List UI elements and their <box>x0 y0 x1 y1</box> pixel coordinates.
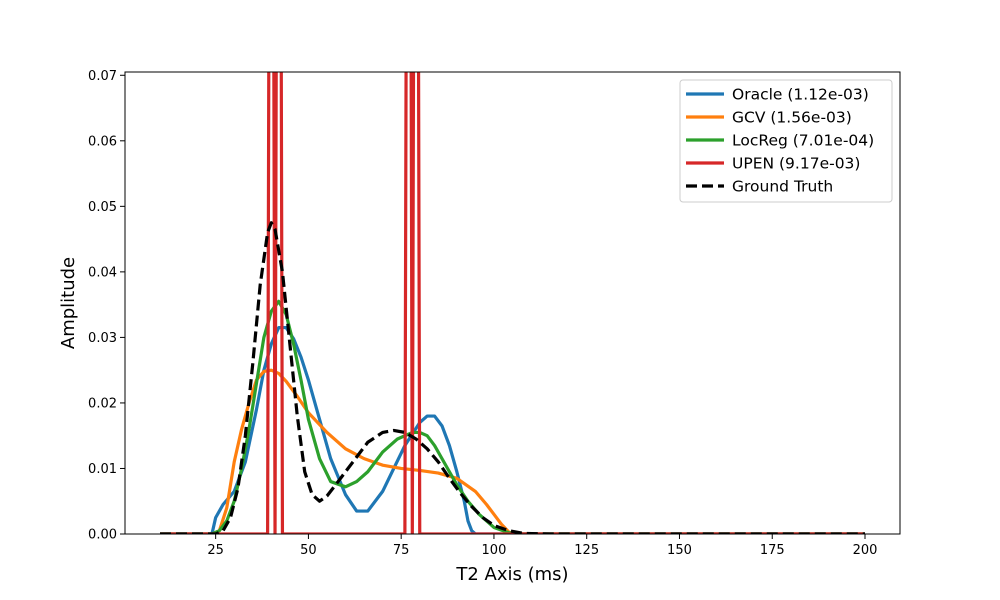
x-tick-label: 50 <box>300 543 317 558</box>
y-tick-label: 0.06 <box>88 134 117 149</box>
y-axis-ticks: 0.00 0.01 0.02 0.03 0.04 0.05 0.06 0.07 <box>88 69 125 543</box>
legend-box <box>679 79 893 203</box>
series-line-2 <box>160 299 865 534</box>
y-tick-label: 0.02 <box>88 396 117 411</box>
series-line-0 <box>160 325 865 534</box>
y-axis-title: Amplitude <box>58 257 79 349</box>
x-tick-label: 150 <box>667 543 692 558</box>
x-tick-label: 75 <box>393 543 410 558</box>
series-layer <box>160 72 865 534</box>
y-tick-label: 0.00 <box>88 528 117 543</box>
y-tick-label: 0.01 <box>88 462 117 477</box>
legend-label-2: LocReg (7.01e-04) <box>732 132 874 150</box>
x-tick-label: 175 <box>760 543 785 558</box>
x-tick-label: 200 <box>853 543 878 558</box>
y-tick-label: 0.07 <box>88 69 117 84</box>
legend-label-1: GCV (1.56e-03) <box>732 109 852 127</box>
x-axis-ticks: 25 50 75 100 125 150 175 200 <box>207 534 877 558</box>
series-line-1 <box>160 368 865 534</box>
x-tick-label: 100 <box>482 543 507 558</box>
legend-label-3: UPEN (9.17e-03) <box>732 155 860 173</box>
series-line-4 <box>160 221 865 534</box>
y-tick-label: 0.05 <box>88 200 117 215</box>
plot-frame <box>124 71 901 535</box>
legend: Oracle (1.12e-03) GCV (1.56e-03) LocReg (7… <box>679 79 893 203</box>
legend-label-4: Ground Truth <box>732 178 833 196</box>
x-tick-label: 125 <box>574 543 599 558</box>
y-tick-label: 0.03 <box>88 331 117 346</box>
legend-label-0: Oracle (1.12e-03) <box>732 86 869 104</box>
x-axis-title: T2 Axis (ms) <box>455 564 568 585</box>
x-tick-label: 25 <box>207 543 224 558</box>
y-tick-label: 0.04 <box>88 265 117 280</box>
